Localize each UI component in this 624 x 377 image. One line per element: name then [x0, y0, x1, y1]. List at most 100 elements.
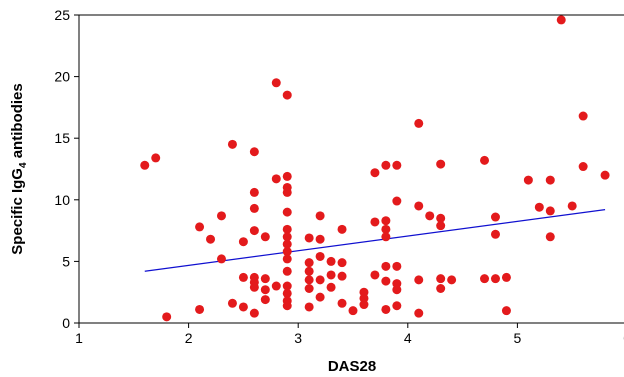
data-point: [480, 155, 490, 165]
data-point: [206, 234, 216, 244]
y-tick-label: 5: [62, 253, 70, 269]
data-point: [381, 276, 391, 286]
data-point: [260, 295, 270, 305]
data-point: [436, 274, 446, 284]
data-point: [414, 308, 424, 318]
data-point: [480, 274, 490, 284]
data-point: [216, 211, 226, 221]
y-axis-title-subscript: 4: [18, 162, 29, 168]
data-point: [534, 202, 544, 212]
x-tick-label: 2: [185, 330, 193, 346]
plot-frame: [78, 14, 624, 324]
data-point: [392, 285, 402, 295]
data-point: [282, 288, 292, 298]
data-point: [381, 304, 391, 314]
data-point: [578, 111, 588, 121]
data-point: [282, 207, 292, 217]
y-tick-label: 0: [62, 315, 70, 331]
data-point: [392, 301, 402, 311]
data-point: [282, 281, 292, 291]
data-point: [140, 160, 150, 170]
data-point: [315, 234, 325, 244]
data-point: [304, 284, 314, 294]
data-point: [490, 212, 500, 222]
data-points: [140, 15, 610, 322]
data-point: [271, 281, 281, 291]
x-tick-label: 4: [404, 330, 412, 346]
data-point: [414, 201, 424, 211]
data-point: [545, 206, 555, 216]
data-point: [578, 162, 588, 172]
data-point: [359, 287, 369, 297]
data-point: [348, 306, 358, 316]
x-tick-label: 5: [514, 330, 522, 346]
data-point: [523, 175, 533, 185]
data-point: [315, 251, 325, 261]
y-axis-title-rest: antibodies: [9, 83, 26, 162]
data-point: [249, 308, 259, 318]
data-point: [282, 247, 292, 257]
data-point: [381, 224, 391, 234]
data-point: [304, 233, 314, 243]
data-point: [271, 78, 281, 88]
data-point: [238, 237, 248, 247]
data-point: [392, 160, 402, 170]
x-tick-label: 1: [75, 330, 83, 346]
data-point: [326, 282, 336, 292]
data-point: [381, 261, 391, 271]
data-point: [501, 306, 511, 316]
y-tick-label: 10: [54, 192, 70, 208]
data-point: [238, 302, 248, 312]
x-tick-label: 3: [294, 330, 302, 346]
data-point: [490, 274, 500, 284]
y-tick-label: 25: [54, 7, 70, 23]
data-point: [271, 174, 281, 184]
data-point: [414, 118, 424, 128]
data-point: [436, 221, 446, 231]
data-point: [304, 266, 314, 276]
data-point: [249, 226, 259, 236]
data-point: [260, 285, 270, 295]
data-point: [436, 284, 446, 294]
data-point: [392, 279, 402, 289]
data-point: [304, 258, 314, 268]
data-point: [425, 211, 435, 221]
data-point: [490, 229, 500, 239]
data-point: [545, 175, 555, 185]
data-point: [436, 213, 446, 223]
data-point: [216, 254, 226, 264]
data-point: [359, 300, 369, 310]
data-point: [381, 160, 391, 170]
data-point: [545, 232, 555, 242]
data-point: [381, 216, 391, 226]
data-point: [326, 256, 336, 266]
data-point: [260, 232, 270, 242]
data-point: [337, 258, 347, 268]
data-point: [359, 293, 369, 303]
data-point: [326, 270, 336, 280]
data-point: [260, 274, 270, 284]
data-point: [392, 261, 402, 271]
data-point: [392, 196, 402, 206]
data-point: [436, 159, 446, 169]
data-point: [282, 239, 292, 249]
data-point: [282, 224, 292, 234]
data-point: [315, 292, 325, 302]
data-point: [195, 304, 205, 314]
data-point: [304, 275, 314, 285]
data-point: [282, 187, 292, 197]
data-point: [600, 170, 610, 180]
x-axis: 123456: [75, 323, 624, 346]
data-point: [370, 168, 380, 178]
data-point: [282, 171, 292, 181]
data-point: [370, 270, 380, 280]
y-tick-label: 20: [54, 69, 70, 85]
data-point: [249, 187, 259, 197]
data-point: [447, 275, 457, 285]
data-point: [162, 312, 172, 322]
data-point: [304, 302, 314, 312]
data-point: [315, 275, 325, 285]
data-point: [282, 301, 292, 311]
data-point: [414, 275, 424, 285]
